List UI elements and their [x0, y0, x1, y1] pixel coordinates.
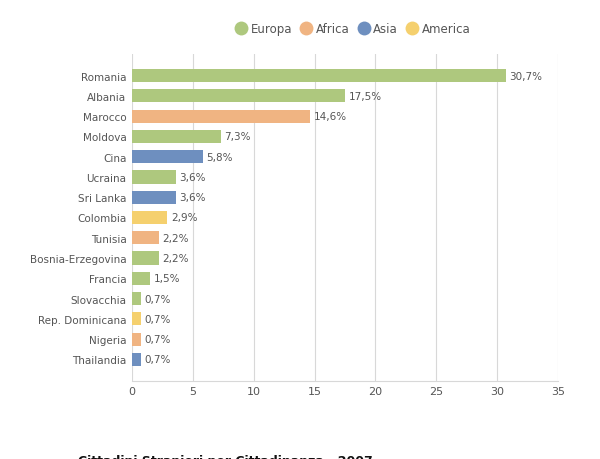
Bar [132, 232, 159, 245]
Bar [132, 171, 176, 184]
Text: 1,5%: 1,5% [154, 274, 181, 284]
Bar [132, 90, 345, 103]
Bar [132, 313, 140, 326]
Text: 3,6%: 3,6% [179, 173, 206, 183]
Bar [132, 110, 310, 123]
Bar [132, 70, 506, 83]
Bar [132, 191, 176, 204]
Bar [132, 130, 221, 144]
Text: Cittadini Stranieri per Cittadinanza - 2007: Cittadini Stranieri per Cittadinanza - 2… [78, 453, 373, 459]
Bar [132, 252, 159, 265]
Text: 0,7%: 0,7% [144, 355, 170, 364]
Text: 2,2%: 2,2% [163, 253, 189, 263]
Bar [132, 272, 150, 285]
Text: 0,7%: 0,7% [144, 314, 170, 324]
Text: 7,3%: 7,3% [224, 132, 251, 142]
Text: 5,8%: 5,8% [206, 152, 233, 162]
Text: 30,7%: 30,7% [509, 72, 542, 81]
Text: 17,5%: 17,5% [349, 92, 382, 102]
Text: 2,2%: 2,2% [163, 233, 189, 243]
Legend: Europa, Africa, Asia, America: Europa, Africa, Asia, America [232, 19, 475, 41]
Text: 0,7%: 0,7% [144, 334, 170, 344]
Text: 14,6%: 14,6% [313, 112, 346, 122]
Bar [132, 353, 140, 366]
Bar [132, 292, 140, 306]
Bar [132, 333, 140, 346]
Text: 0,7%: 0,7% [144, 294, 170, 304]
Text: 2,9%: 2,9% [171, 213, 197, 223]
Bar [132, 151, 203, 164]
Bar [132, 212, 167, 224]
Text: 3,6%: 3,6% [179, 193, 206, 203]
